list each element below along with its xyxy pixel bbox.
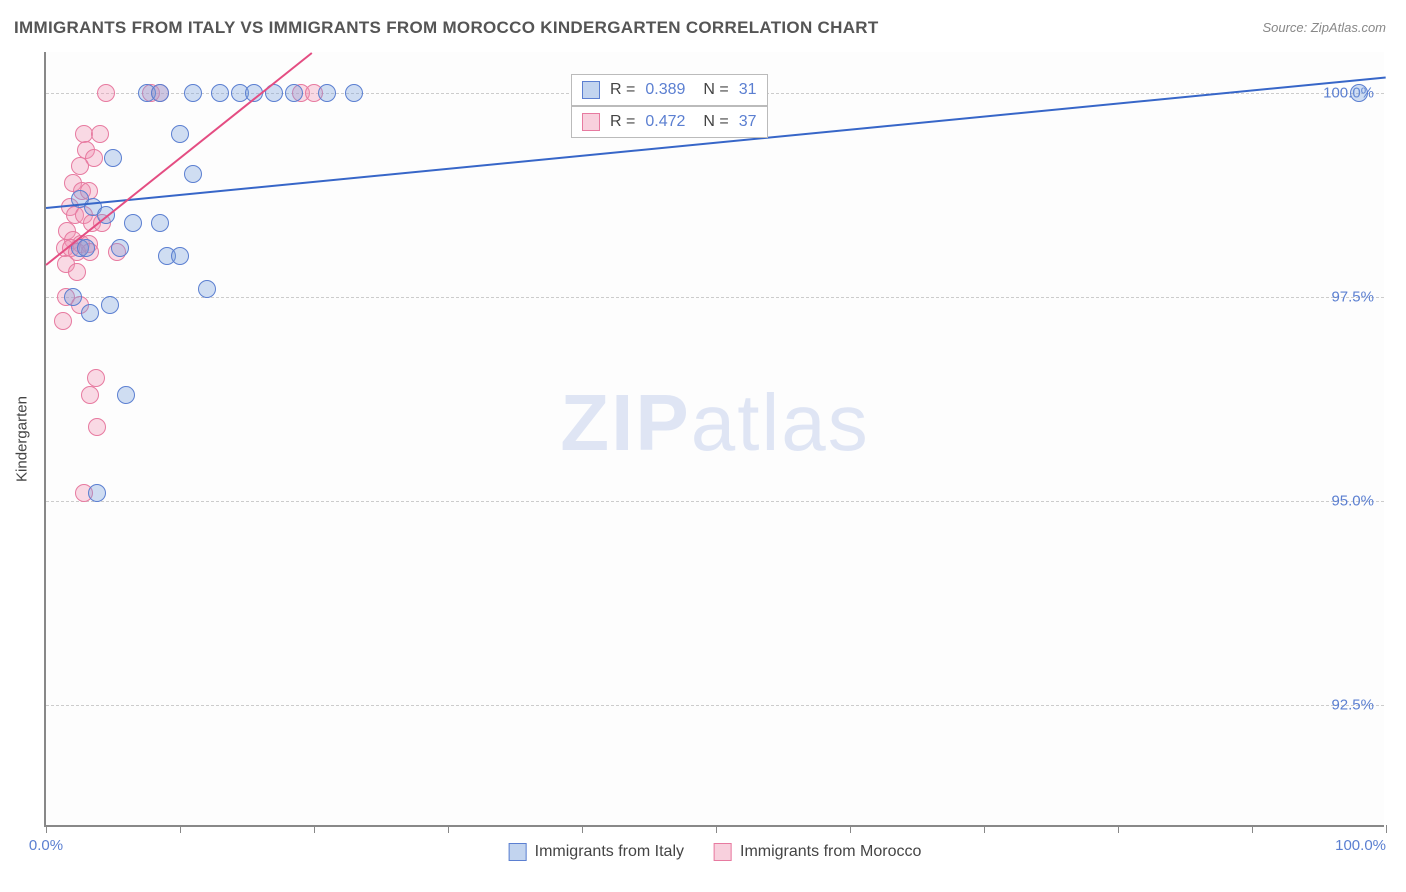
data-point (151, 84, 169, 102)
legend-item: Immigrants from Italy (509, 843, 684, 861)
stat-box: R = 0.389 N = 31 (571, 74, 768, 106)
stat-n-value: 31 (739, 81, 757, 99)
data-point (68, 263, 86, 281)
y-tick-label: 92.5% (1331, 696, 1374, 713)
data-point (345, 84, 363, 102)
data-point (171, 247, 189, 265)
legend-label: Immigrants from Morocco (740, 843, 921, 861)
plot-area: Kindergarten ZIPatlas 92.5%95.0%97.5%100… (44, 52, 1384, 827)
legend-swatch (582, 113, 600, 131)
data-point (101, 296, 119, 314)
gridline (46, 705, 1384, 706)
x-tick (1386, 825, 1387, 833)
x-tick (716, 825, 717, 833)
data-point (81, 304, 99, 322)
data-point (104, 149, 122, 167)
stat-n-label: N = (703, 81, 728, 99)
data-point (184, 84, 202, 102)
x-tick (850, 825, 851, 833)
data-point (64, 288, 82, 306)
x-tick (1118, 825, 1119, 833)
data-point (111, 239, 129, 257)
stat-n-value: 37 (739, 113, 757, 131)
data-point (88, 418, 106, 436)
x-tick (448, 825, 449, 833)
data-point (124, 214, 142, 232)
data-point (88, 484, 106, 502)
stat-n-label: N = (703, 113, 728, 131)
legend-swatch (582, 81, 600, 99)
data-point (198, 280, 216, 298)
watermark-light: atlas (691, 378, 870, 467)
data-point (318, 84, 336, 102)
legend-label: Immigrants from Italy (535, 843, 684, 861)
gridline (46, 297, 1384, 298)
data-point (71, 157, 89, 175)
data-point (91, 125, 109, 143)
chart-title: IMMIGRANTS FROM ITALY VS IMMIGRANTS FROM… (14, 18, 879, 38)
x-tick (984, 825, 985, 833)
data-point (211, 84, 229, 102)
source-attribution: Source: ZipAtlas.com (1262, 20, 1386, 35)
stat-r-label: R = (610, 113, 635, 131)
gridline (46, 501, 1384, 502)
x-tick (46, 825, 47, 833)
x-tick (314, 825, 315, 833)
stat-r-value: 0.472 (645, 113, 685, 131)
legend: Immigrants from Italy Immigrants from Mor… (509, 843, 922, 861)
data-point (151, 214, 169, 232)
legend-swatch (714, 843, 732, 861)
data-point (285, 84, 303, 102)
data-point (117, 386, 135, 404)
watermark-bold: ZIP (560, 378, 690, 467)
x-tick-label: 100.0% (1335, 837, 1386, 854)
stat-r-value: 0.389 (645, 81, 685, 99)
stat-box: R = 0.472 N = 37 (571, 106, 768, 138)
data-point (54, 312, 72, 330)
x-tick-label: 0.0% (29, 837, 63, 854)
y-tick-label: 97.5% (1331, 288, 1374, 305)
x-tick (180, 825, 181, 833)
data-point (81, 386, 99, 404)
data-point (184, 165, 202, 183)
legend-item: Immigrants from Morocco (714, 843, 921, 861)
stat-r-label: R = (610, 81, 635, 99)
y-axis-label: Kindergarten (14, 396, 31, 482)
data-point (171, 125, 189, 143)
y-tick-label: 95.0% (1331, 492, 1374, 509)
data-point (1350, 84, 1368, 102)
x-tick (582, 825, 583, 833)
x-tick (1252, 825, 1253, 833)
data-point (97, 84, 115, 102)
watermark: ZIPatlas (560, 377, 869, 469)
data-point (77, 239, 95, 257)
data-point (87, 369, 105, 387)
legend-swatch (509, 843, 527, 861)
